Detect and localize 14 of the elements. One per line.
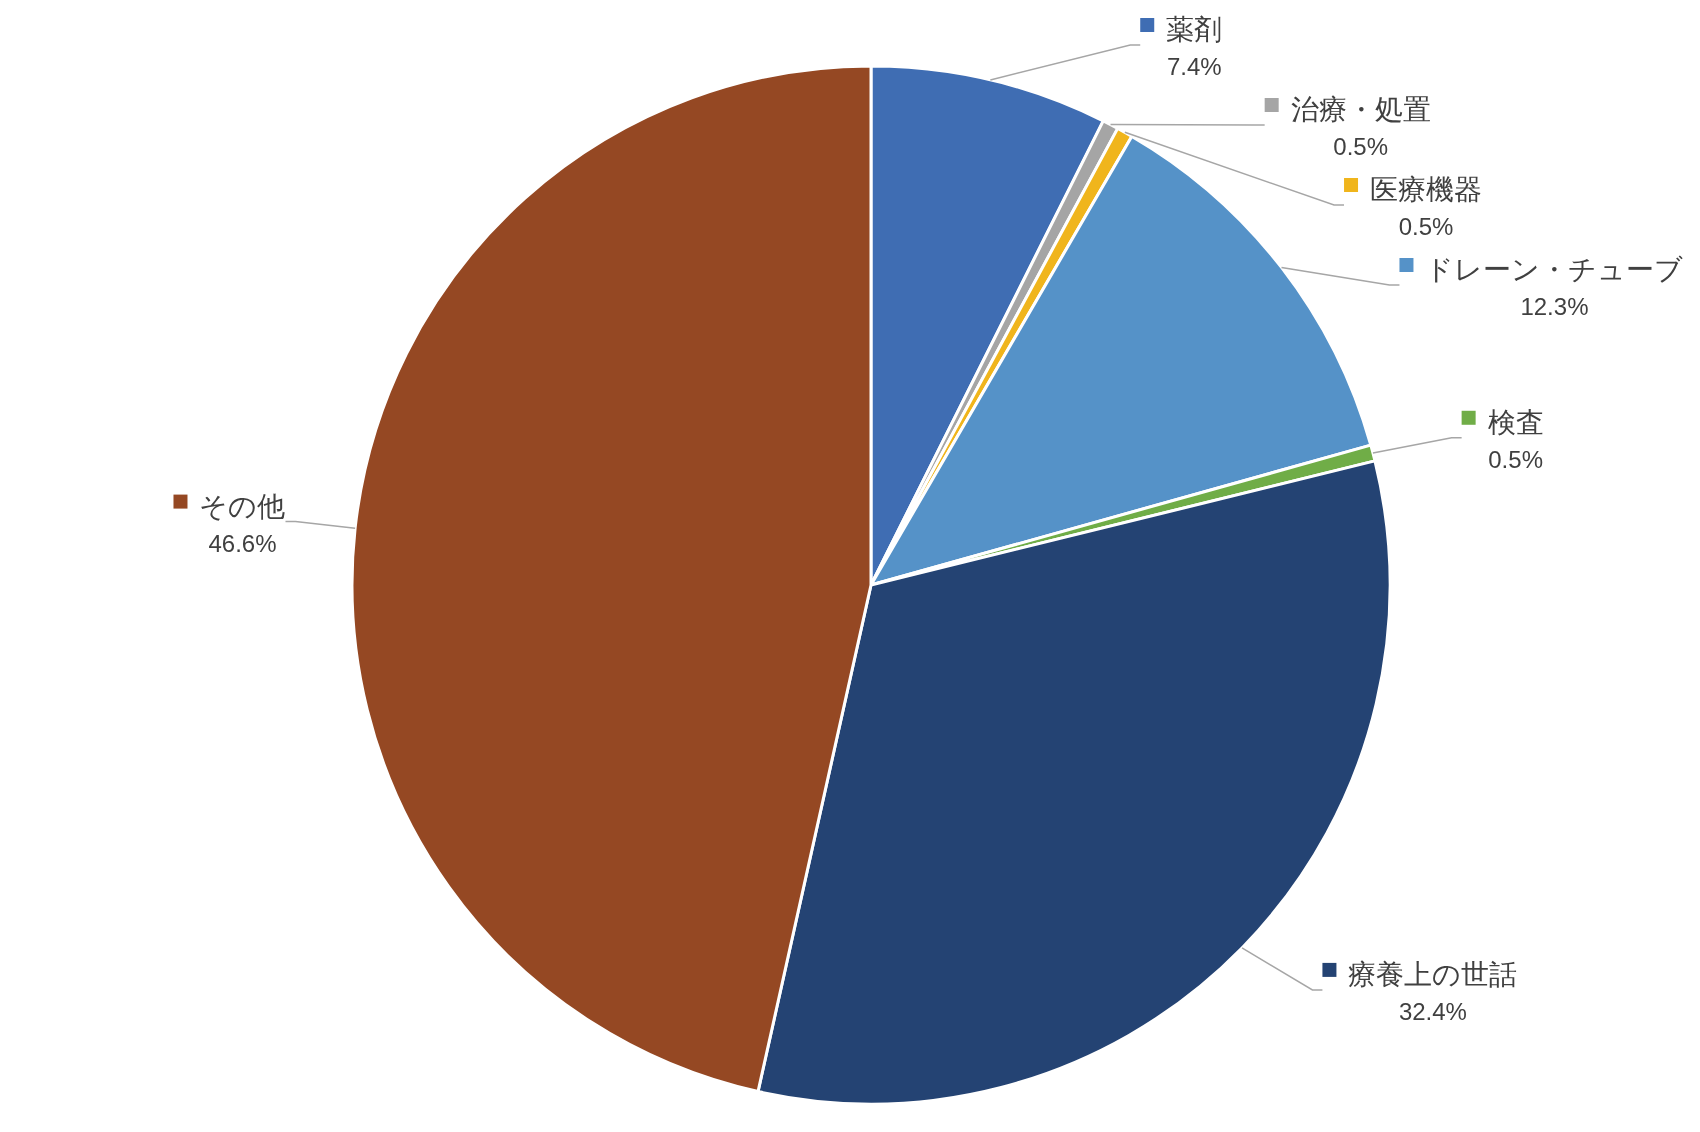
data-label: 46.6% — [208, 529, 277, 557]
legend-label: 治療・処置 — [1290, 93, 1431, 126]
legend-label: 検査 — [1487, 405, 1544, 439]
data-label: 0.5% — [1398, 213, 1454, 240]
legend-label: ドレーン・チューブ — [1425, 253, 1684, 286]
data-label: 7.4% — [1166, 53, 1222, 80]
data-label: 32.4% — [1398, 997, 1467, 1025]
data-label: 12.3% — [1520, 293, 1589, 320]
legend-label: 薬剤 — [1166, 13, 1223, 46]
legend-label: 療養上の世話 — [1348, 957, 1518, 991]
legend-label: その他 — [199, 489, 286, 523]
legend-label: 医療機器 — [1370, 173, 1483, 206]
data-label: 0.5% — [1333, 133, 1389, 160]
data-label: 0.5% — [1488, 445, 1543, 473]
